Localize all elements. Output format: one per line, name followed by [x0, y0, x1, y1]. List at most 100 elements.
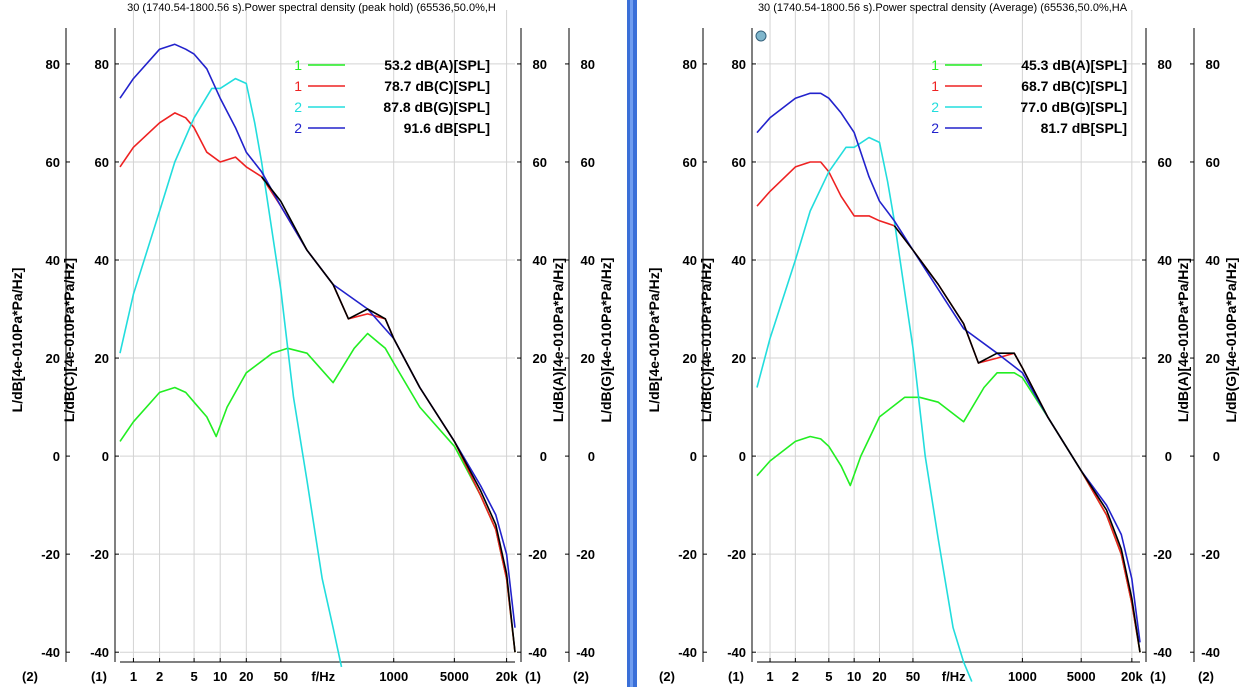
x-tick-label: 10 [847, 669, 861, 684]
y-tick-label: 0 [1165, 449, 1172, 464]
y-tick-label: 0 [53, 449, 60, 464]
legend-key: 1 [931, 57, 939, 73]
x-tick-label: 20k [496, 669, 518, 684]
y-tick-label: 80 [683, 57, 697, 72]
y-tick-label: 20 [46, 351, 60, 366]
y-tick-label: 0 [739, 449, 746, 464]
y-tick-label: 80 [533, 57, 547, 72]
y-tick-label: -20 [1153, 547, 1172, 562]
y-tick-label: 40 [533, 253, 547, 268]
axis-marker-2: (1) [91, 669, 107, 684]
y-axis-label-outer-left: L/dB[4e-010Pa*Pa/Hz] [9, 268, 25, 413]
y-axis-label-outer-right: L/dB(G)[4e-010Pa*Pa/Hz] [598, 258, 614, 423]
x-axis-label: f/Hz [311, 669, 335, 684]
y-tick-label: -40 [528, 645, 547, 660]
y-tick-label: -40 [727, 645, 746, 660]
axis-marker-3: (1) [1150, 669, 1166, 684]
legend-entry: 77.0 dB(G)[SPL] [1020, 99, 1127, 115]
series-line-5 [260, 176, 516, 653]
x-tick-label: 5 [190, 669, 197, 684]
y-tick-label: 80 [581, 57, 595, 72]
y-tick-label: 40 [46, 253, 60, 268]
y-tick-label: 80 [1158, 57, 1172, 72]
y-tick-label: 60 [683, 155, 697, 170]
y-tick-label: -20 [727, 547, 746, 562]
axis-marker-1: (2) [659, 669, 675, 684]
y-tick-label: -40 [41, 645, 60, 660]
y-axis-label-inner-right: L/dB(A)[4e-010Pa*Pa/Hz] [550, 258, 566, 422]
y-tick-label: 0 [540, 449, 547, 464]
cursor-marker-icon[interactable] [755, 30, 767, 42]
y-tick-label: 40 [581, 253, 595, 268]
y-tick-label: 40 [1206, 253, 1220, 268]
axis-marker-4: (2) [1198, 669, 1214, 684]
y-tick-label: 60 [1158, 155, 1172, 170]
y-tick-label: 40 [732, 253, 746, 268]
legend-key: 1 [294, 57, 302, 73]
legend-entry: 45.3 dB(A)[SPL] [1021, 57, 1127, 73]
chart-panel-2: 30 (1740.54-1800.56 s).Power spectral de… [646, 2, 1239, 684]
y-tick-label: 20 [732, 351, 746, 366]
legend-key: 2 [931, 120, 939, 136]
legend-key: 2 [294, 120, 302, 136]
y-tick-label: -40 [678, 645, 697, 660]
legend-entry: 53.2 dB(A)[SPL] [384, 57, 490, 73]
y-axis-label-outer-left: L/dB[4e-010Pa*Pa/Hz] [646, 268, 662, 413]
legend-key: 1 [931, 78, 939, 94]
x-tick-label: 20 [872, 669, 886, 684]
series-line-3 [756, 136, 973, 682]
x-tick-label: 20 [239, 669, 253, 684]
y-tick-label: 60 [1206, 155, 1220, 170]
x-tick-label: 20k [1121, 669, 1143, 684]
y-tick-label: -40 [576, 645, 595, 660]
series-line-2 [119, 112, 516, 653]
y-tick-label: 60 [732, 155, 746, 170]
y-tick-label: 80 [46, 57, 60, 72]
x-tick-label: 1000 [379, 669, 408, 684]
x-tick-label: 50 [274, 669, 288, 684]
x-tick-label: 10 [213, 669, 227, 684]
y-axis-label-inner-right: L/dB(A)[4e-010Pa*Pa/Hz] [1175, 258, 1191, 422]
y-tick-label: 0 [1213, 449, 1220, 464]
y-tick-label: -20 [1201, 547, 1220, 562]
chart-title: 30 (1740.54-1800.56 s).Power spectral de… [758, 2, 1128, 14]
series-line-3 [119, 77, 343, 668]
axis-marker-3: (1) [525, 669, 541, 684]
y-tick-label: 80 [1206, 57, 1220, 72]
y-tick-label: -40 [90, 645, 109, 660]
legend-key: 2 [931, 99, 939, 115]
legend-entry: 81.7 dB[SPL] [1041, 120, 1127, 136]
series-line-1 [756, 372, 1141, 653]
series-line-4 [756, 92, 1141, 643]
y-axis-label-outer-right: L/dB(G)[4e-010Pa*Pa/Hz] [1223, 258, 1239, 423]
axis-marker-1: (2) [22, 669, 38, 684]
y-tick-label: 40 [1158, 253, 1172, 268]
x-tick-label: 1 [766, 669, 773, 684]
series-line-5 [893, 225, 1141, 653]
y-axis-label-inner-left: L/dB(C)[4e-010Pa*Pa/Hz] [61, 258, 77, 422]
y-tick-label: 20 [581, 351, 595, 366]
legend-entry: 87.8 dB(G)[SPL] [383, 99, 490, 115]
y-tick-label: 60 [581, 155, 595, 170]
legend-entry: 78.7 dB(C)[SPL] [384, 78, 490, 94]
x-tick-label: 2 [156, 669, 163, 684]
y-tick-label: -40 [1201, 645, 1220, 660]
chart-panel-1: 30 (1740.54-1800.56 s).Power spectral de… [9, 2, 614, 684]
y-tick-label: 0 [690, 449, 697, 464]
y-tick-label: 20 [1206, 351, 1220, 366]
panel-splitter-highlight [630, 0, 633, 687]
y-tick-label: 40 [683, 253, 697, 268]
y-tick-label: 20 [95, 351, 109, 366]
y-tick-label: -20 [41, 547, 60, 562]
y-tick-label: 60 [533, 155, 547, 170]
chart-title: 30 (1740.54-1800.56 s).Power spectral de… [127, 2, 496, 14]
legend-key: 1 [294, 78, 302, 94]
x-tick-label: 2 [792, 669, 799, 684]
y-tick-label: 20 [683, 351, 697, 366]
y-tick-label: -20 [678, 547, 697, 562]
y-tick-label: -20 [528, 547, 547, 562]
x-tick-label: 5000 [1067, 669, 1096, 684]
x-axis-label: f/Hz [942, 669, 966, 684]
y-tick-label: -40 [1153, 645, 1172, 660]
